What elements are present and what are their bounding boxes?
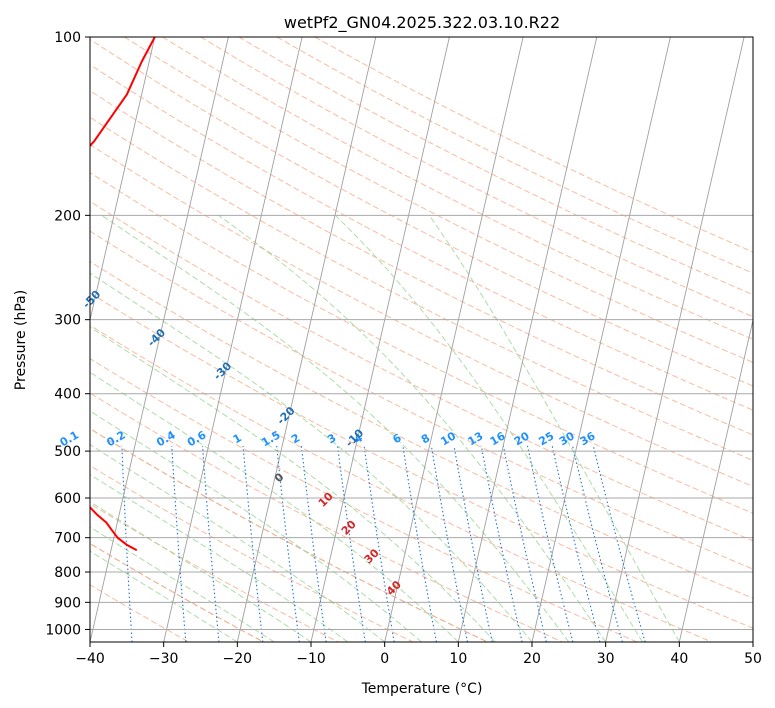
dry-adiabat — [90, 230, 753, 570]
mixing-ratio-line — [592, 445, 646, 642]
x-tick-label: 50 — [744, 651, 762, 667]
isotherm-line — [457, 37, 598, 642]
moist-adiabat — [90, 550, 238, 642]
dry-adiabat — [90, 542, 264, 642]
mixing-ratio-line — [121, 445, 133, 642]
y-tick-label: 700 — [54, 531, 81, 547]
mixing-ratio-line — [480, 445, 523, 642]
dry-adiabat — [90, 38, 753, 387]
mixing-ratio-line — [363, 445, 395, 642]
y-tick-label: 500 — [54, 444, 81, 460]
x-tick-label: 0 — [380, 651, 389, 667]
moist-adiabat — [90, 501, 312, 642]
dry-adiabat — [90, 116, 753, 461]
isotherm-line — [531, 37, 671, 642]
mixing-ratio-line — [453, 445, 493, 642]
isotherm-line — [310, 37, 450, 642]
isotherm-line — [605, 37, 745, 642]
plot-frame — [89, 36, 754, 643]
mixing-ratio-line — [572, 445, 623, 642]
dry-adiabat — [90, 261, 753, 599]
moist-adiabat — [218, 214, 607, 642]
x-tick-label: −20 — [223, 651, 253, 667]
y-tick-label: 1000 — [45, 622, 81, 638]
moist-adiabat — [90, 410, 422, 642]
dry-adiabat — [90, 428, 488, 642]
dry-adiabat — [90, 324, 712, 642]
mixing-ratio-line — [526, 445, 574, 642]
moist-adiabat — [90, 443, 385, 642]
y-tick-label: 600 — [54, 491, 81, 507]
mixing-ratio-line — [337, 445, 366, 642]
mixing-ratio-line — [402, 445, 437, 642]
moist-adiabat — [335, 214, 643, 642]
mixing-ratio-line — [171, 445, 187, 642]
temperature-line — [90, 37, 156, 552]
y-axis-label: Pressure (hPa) — [13, 290, 29, 390]
y-tick-label: 900 — [54, 595, 81, 611]
mixing-ratio-line — [551, 445, 601, 642]
x-tick-label: −40 — [75, 651, 105, 667]
x-tick-label: 20 — [523, 651, 541, 667]
x-axis-label: Temperature (°C) — [361, 681, 483, 697]
x-tick-label: 10 — [449, 651, 467, 667]
dry-adiabat — [90, 292, 753, 629]
isotherm-line — [236, 37, 377, 642]
dry-adiabat — [90, 503, 339, 642]
isotherm-line — [384, 37, 524, 642]
y-axis: 100 200 300 400 500 600 700 800 900 1000 — [45, 30, 90, 638]
dry-adiabat — [90, 584, 190, 642]
mixing-ratio-lines — [121, 445, 646, 642]
x-tick-label: 30 — [597, 651, 615, 667]
y-tick-label: 300 — [54, 313, 81, 329]
chart-title: wetPf2_GN04.2025.322.03.10.R22 — [284, 13, 560, 33]
x-tick-label: −10 — [296, 651, 326, 667]
isotherm-line — [90, 37, 156, 323]
mixing-ratio-line — [242, 445, 264, 642]
background-lines — [90, 37, 753, 642]
moist-adiabat — [90, 371, 459, 642]
isotherm-line — [163, 37, 303, 642]
dry-adiabat — [238, 37, 753, 296]
x-axis: −40 −30 −20 −10 0 10 20 30 40 50 — [75, 642, 762, 667]
dry-adiabat — [90, 200, 753, 542]
x-tick-label: −30 — [149, 651, 179, 667]
profiles — [90, 37, 156, 552]
dry-adiabat — [90, 358, 638, 642]
mixing-ratio-line — [430, 445, 469, 642]
isotherm-line — [678, 318, 753, 642]
y-tick-label: 800 — [54, 565, 81, 581]
dry-adiabat — [90, 90, 753, 436]
dry-adiabat — [124, 37, 753, 363]
y-tick-label: 200 — [54, 208, 81, 224]
y-tick-label: 400 — [54, 387, 81, 403]
moist-adiabat — [90, 272, 533, 642]
isotherm-line — [90, 37, 229, 642]
mixing-ratio-line — [201, 445, 220, 642]
mixing-ratio-line — [276, 445, 300, 642]
mixing-ratio-line — [502, 445, 547, 642]
dry-adiabat — [90, 64, 753, 411]
y-tick-label: 100 — [54, 30, 81, 46]
mixing-ratio-line — [300, 445, 327, 642]
pressure-grid — [90, 37, 753, 630]
dry-adiabat — [90, 392, 563, 642]
x-tick-label: 40 — [670, 651, 688, 667]
